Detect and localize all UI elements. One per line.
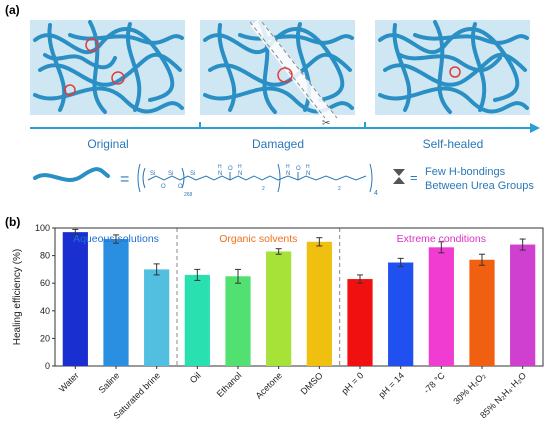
panel-a-schematic: ✂ Original Damaged Self-healed = Si O Si [30, 18, 540, 198]
hbond-circle [449, 66, 461, 78]
svg-text:H: H [218, 164, 222, 170]
svg-text:H: H [238, 164, 242, 170]
svg-text:268: 268 [184, 192, 193, 198]
x-tick-label: 30% H₂O₂ [451, 370, 487, 406]
bar [428, 247, 454, 366]
bar [306, 241, 332, 366]
x-tick-label: Water [57, 370, 81, 394]
svg-text:N: N [306, 171, 310, 177]
group-label: Aqueous solutions [73, 233, 159, 245]
hbond-circle [277, 67, 293, 83]
x-tick-label: Saline [97, 370, 122, 395]
x-tick-label: DMSO [299, 370, 325, 396]
bar [388, 262, 414, 366]
legend-line1: Few H-bondings [425, 166, 506, 178]
bar [144, 269, 170, 366]
panel-a-label: (a) [5, 3, 20, 17]
polymer-structure [137, 163, 373, 193]
svg-text:Si: Si [190, 171, 195, 177]
svg-text:N: N [286, 171, 290, 177]
original-network-chains [33, 20, 184, 114]
scissors-icon: ✂ [322, 118, 330, 129]
x-tick-label: Acetone [254, 370, 284, 400]
x-tick-label: -78 °C [422, 370, 448, 396]
hbond-circle [64, 84, 76, 96]
y-tick-label: 20 [40, 333, 50, 343]
bar [103, 239, 129, 366]
x-tick-label: pH = 0 [339, 370, 365, 396]
equals-sign: = [120, 171, 129, 188]
chain-legend-icon [33, 167, 110, 182]
x-tick-label: Oil [188, 370, 203, 385]
svg-text:O: O [178, 184, 183, 190]
stage-damaged: Damaged [252, 137, 304, 151]
y-tick-label: 60 [40, 278, 50, 288]
stage-original: Original [87, 137, 128, 151]
group-label: Organic solvents [219, 233, 297, 245]
hbond-legend-icon [393, 169, 405, 184]
svg-text:Si: Si [150, 171, 155, 177]
bar [347, 279, 373, 366]
x-tick-label: Ethanol [215, 370, 244, 399]
stage-self-healed: Self-healed [423, 137, 484, 151]
svg-text:H: H [286, 164, 290, 170]
y-tick-label: 0 [45, 361, 50, 371]
bar [266, 251, 292, 366]
svg-text:2: 2 [262, 186, 265, 192]
svg-text:O: O [161, 184, 166, 190]
x-tick-label: pH = 14 [377, 370, 407, 400]
y-tick-label: 80 [40, 251, 50, 261]
y-tick-label: 100 [35, 223, 50, 233]
bar [184, 274, 210, 366]
panel-b-label: (b) [5, 215, 21, 229]
legend-line2: Between Urea Groups [425, 180, 534, 192]
svg-text:O: O [228, 166, 233, 172]
bar [225, 276, 251, 366]
plot-frame [54, 227, 544, 367]
svg-text:H: H [306, 164, 310, 170]
svg-text:2: 2 [338, 186, 341, 192]
svg-text:4: 4 [374, 190, 378, 197]
healed-network-chains [378, 20, 529, 114]
arrow-head-icon [530, 123, 540, 133]
bar [62, 232, 88, 366]
y-axis-label: Healing efficiency (%) [12, 249, 23, 346]
svg-text:N: N [218, 171, 222, 177]
bar [510, 244, 536, 366]
y-tick-label: 40 [40, 306, 50, 316]
svg-text:Si: Si [168, 171, 173, 177]
group-label: Extreme conditions [397, 233, 486, 245]
bar [469, 259, 495, 366]
svg-text:N: N [238, 171, 242, 177]
svg-text:O: O [296, 166, 301, 172]
legend-equals: = [410, 170, 418, 185]
hbond-circle [111, 71, 125, 85]
hbond-circle [85, 38, 99, 52]
